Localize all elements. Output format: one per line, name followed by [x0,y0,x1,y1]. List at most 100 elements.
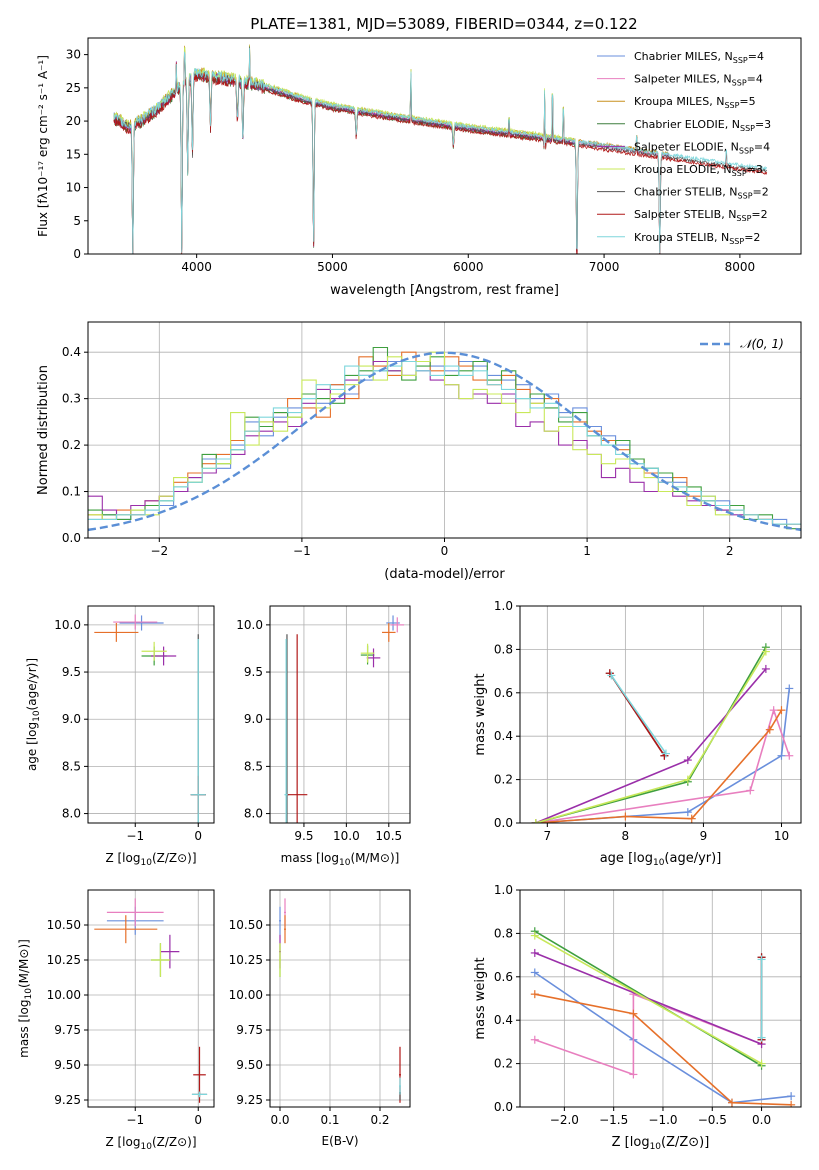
weight-line [535,668,767,823]
label-sub: 10 [339,858,351,868]
x-tick-label: 7 [543,829,551,843]
x-tick-label: 0 [194,1113,202,1127]
x-tick-label: 9 [700,829,708,843]
y-tick-label: 9.5 [62,665,81,679]
x-tick-label: 0.0 [752,1113,771,1127]
y-tick-label: 10.50 [229,918,263,932]
y-tick-label: 0.6 [494,686,513,700]
x-axis-label: E(B-V) [321,1134,358,1148]
frame: −2 −1 0 1 2 0.0 0.1 0.2 0.3 0.4 (data-model)/error… [36,321,802,582]
plot-area [113,44,768,254]
y-tick-label: 0.6 [494,970,513,984]
y-tick-label: 0.3 [62,392,81,406]
y-tick-label: 0.2 [62,438,81,452]
y-axis-label: Normed distribution [36,365,51,495]
weight-line [534,952,762,1045]
weight-line [534,993,792,1106]
y-tick-label: 0.1 [62,485,81,499]
x-tick-label: 8 [622,829,630,843]
label-part: (age/yr)] [664,851,721,866]
panel-mass-vs-ebv: 0.0 0.1 0.2 9.25 9.50 9.75 10.00 10.25 10.50 E(B-… [229,889,411,1148]
legend-text: =2 [744,231,760,244]
x-tick-label: 5000 [317,260,348,274]
x-tick-label: −2.0 [550,1113,579,1127]
legend-text: Kroupa STELIB, N [634,231,729,244]
legend-entry: Chabrier STELIB, NSSP=2 [634,186,769,201]
frame: 4000 5000 6000 7000 8000 0 5 10 15 20 25 30 waveleng… [36,37,802,298]
y-tick-label: 10.0 [236,618,263,632]
y-tick-label: 8.5 [244,759,263,773]
y-axis-label: mass weight [473,957,488,1039]
label-part: Z [log [612,1135,650,1150]
y-tick-label: 0.0 [494,1100,513,1114]
panel-age-vs-z: −1 08.08.59.09.510.0Z [log10(Z/Z⊙)]age [l… [25,605,215,868]
legend-sub: SSP [724,101,739,110]
y-tick-label: 0.4 [494,1013,513,1027]
legend-text: Kroupa MILES, N [634,95,724,108]
label-part: Z [log [105,1135,140,1149]
x-tick-label: 9.5 [294,829,313,843]
legend-text: =4 [748,50,764,63]
gaussian-curve [88,351,801,532]
x-tick-label: 0.0 [270,1113,289,1127]
label-sub: 10 [24,988,34,1000]
legend-sub: SSP [729,237,744,246]
x-tick-label: −1.0 [648,1113,677,1127]
y-axis-label: mass [log10(M/M⊙)] [17,939,34,1058]
legend-sub: SSP [738,192,753,201]
x-axis-label: (data-model)/error [384,567,505,582]
y-tick-label: 1.0 [494,599,513,613]
frame: 9.5 10.0 10.5 8.0 8.5 9.0 9.5 10.0 mass [log10(M… [236,605,411,868]
y-tick-label: 10 [66,181,81,195]
label-part: (M/M⊙)] [17,939,31,988]
legend-text: Salpeter MILES, N [634,73,732,86]
legend-sub: SSP [732,79,747,88]
legend-sub: SSP [736,214,751,223]
y-tick-label: 0.0 [494,816,513,830]
legend-entry: Kroupa MILES, NSSP=5 [634,95,756,110]
y-tick-label: 0.0 [62,531,81,545]
plot-area [94,614,206,823]
label-part: mass [log [281,851,339,865]
x-tick-label: 10 [774,829,789,843]
x-tick-label: 0 [194,829,202,843]
x-tick-label: 10.0 [333,829,360,843]
panel-spectrum: 4000 5000 6000 7000 8000 0 5 10 15 20 25 30 waveleng… [36,37,802,298]
legend-entry: Chabrier MILES, NSSP=4 [634,50,764,65]
plot-area [279,898,401,1103]
x-tick-label: 0.1 [320,1113,339,1127]
y-tick-label: 8.5 [62,759,81,773]
y-tick-label: 9.50 [236,1058,263,1072]
frame: −2.0 −1.5 −1.0 −0.5 0.0 0.0 0.2 0.4 0.6 0.8 1.0 Z [… [473,883,802,1152]
y-tick-label: 15 [66,147,81,161]
legend-entry: Salpeter ELODIE, NSSP=4 [634,140,770,155]
legend-text: Salpeter STELIB, N [634,208,736,221]
x-axis-label: mass [log10(M/M⊙)] [281,851,400,868]
weight-line [534,971,792,1104]
legend-sub: SSP [739,146,754,155]
weight-line [534,934,762,1065]
y-tick-label: 20 [66,114,81,128]
x-axis-label: age [log10(age/yr)] [600,851,722,868]
axes-frame [87,605,215,824]
y-tick-label: 9.0 [244,712,263,726]
legend-entry: Kroupa STELIB, NSSP=2 [634,231,760,246]
legend-sub: SSP [732,169,747,178]
label-sub: 10 [140,1142,152,1152]
x-tick-label: 0.2 [370,1113,389,1127]
axes-frame [269,605,411,824]
x-tick-label: 2 [726,544,734,558]
x-axis-label: Z [log10(Z/Z⊙)] [105,1135,196,1152]
weight-line [535,707,791,823]
panel-residuals: −2 −1 0 1 2 0.0 0.1 0.2 0.3 0.4 (data-model)/error… [36,321,802,582]
legend-entry: Salpeter MILES, NSSP=4 [634,73,763,88]
y-tick-label: 9.0 [62,712,81,726]
x-tick-label: 4000 [181,260,212,274]
y-axis-label: mass weight [473,673,488,755]
x-tick-label: 0 [441,544,449,558]
legend-text: =2 [751,208,767,221]
x-tick-label: 6000 [453,260,484,274]
